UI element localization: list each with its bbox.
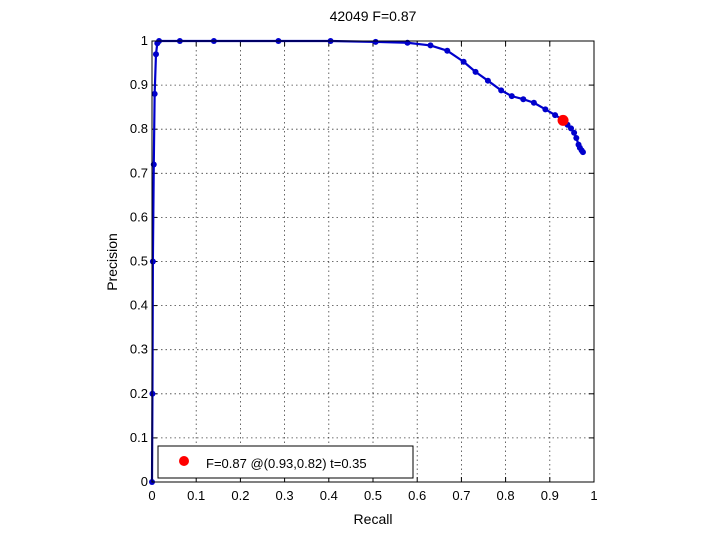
pr-curve-point	[530, 99, 537, 106]
y-tick-label: 0.6	[130, 209, 148, 224]
pr-curve-point	[472, 68, 479, 75]
best-point-layer	[557, 114, 569, 126]
pr-curve-point	[460, 58, 467, 65]
y-tick-label: 0.8	[130, 121, 148, 136]
y-tick-label: 0.2	[130, 386, 148, 401]
best-f-point	[557, 114, 569, 126]
x-tick-label: 0.9	[541, 488, 559, 503]
y-tick-label: 0.4	[130, 298, 148, 313]
y-tick-label: 0.5	[130, 254, 148, 269]
x-tick-label: 0.5	[364, 488, 382, 503]
pr-curve-point	[484, 77, 491, 84]
pr-curve-point	[152, 51, 159, 58]
grid	[152, 41, 594, 482]
x-tick-label: 0.2	[231, 488, 249, 503]
y-tick-label: 0	[141, 474, 148, 489]
pr-curve-point	[508, 93, 515, 100]
x-tick-label: 0.1	[187, 488, 205, 503]
x-axis-label: Recall	[354, 511, 393, 527]
pr-curve-point	[542, 106, 549, 113]
series-layer	[149, 38, 586, 485]
pr-curve-point	[571, 129, 578, 136]
legend-box	[157, 445, 414, 479]
y-tick-label: 0.9	[130, 77, 148, 92]
y-tick-label: 0.1	[130, 430, 148, 445]
x-tick-label: 0.4	[320, 488, 338, 503]
pr-curve-point	[444, 47, 451, 54]
pr-curve-point	[149, 258, 156, 265]
y-axis-label: Precision	[104, 233, 120, 291]
pr-curve-point	[520, 96, 527, 103]
x-tick-label: 0	[148, 488, 155, 503]
y-tick-label: 0.3	[130, 342, 148, 357]
pr-curve-point	[498, 87, 505, 94]
y-axis-ticks: 0 0.1 0.2 0.3 0.4 0.5 0.6 0.7 0.8 0.9 1	[130, 33, 594, 489]
pr-curve-point	[372, 38, 379, 45]
pr-curve-point	[552, 112, 559, 119]
y-tick-label: 0.7	[130, 165, 148, 180]
pr-curve-line	[150, 39, 584, 483]
x-tick-label: 0.3	[276, 488, 294, 503]
chart-title: 42049 F=0.87	[330, 8, 417, 24]
pr-curve-point	[427, 42, 434, 49]
pr-curve-point	[151, 90, 158, 97]
pr-curve-point	[579, 149, 586, 156]
pr-curve-point	[568, 125, 575, 132]
legend-marker	[179, 456, 189, 466]
x-tick-label: 0.8	[497, 488, 515, 503]
x-tick-label: 0.7	[452, 488, 470, 503]
pr-curve-point	[573, 135, 580, 142]
x-tick-label: 0.6	[408, 488, 426, 503]
x-tick-label: 1	[590, 488, 597, 503]
legend-label: F=0.87 @(0.93,0.82) t=0.35	[206, 456, 367, 471]
legend: F=0.87 @(0.93,0.82) t=0.35	[157, 445, 414, 479]
plot-frame	[151, 40, 595, 483]
y-tick-label: 1	[141, 33, 148, 48]
